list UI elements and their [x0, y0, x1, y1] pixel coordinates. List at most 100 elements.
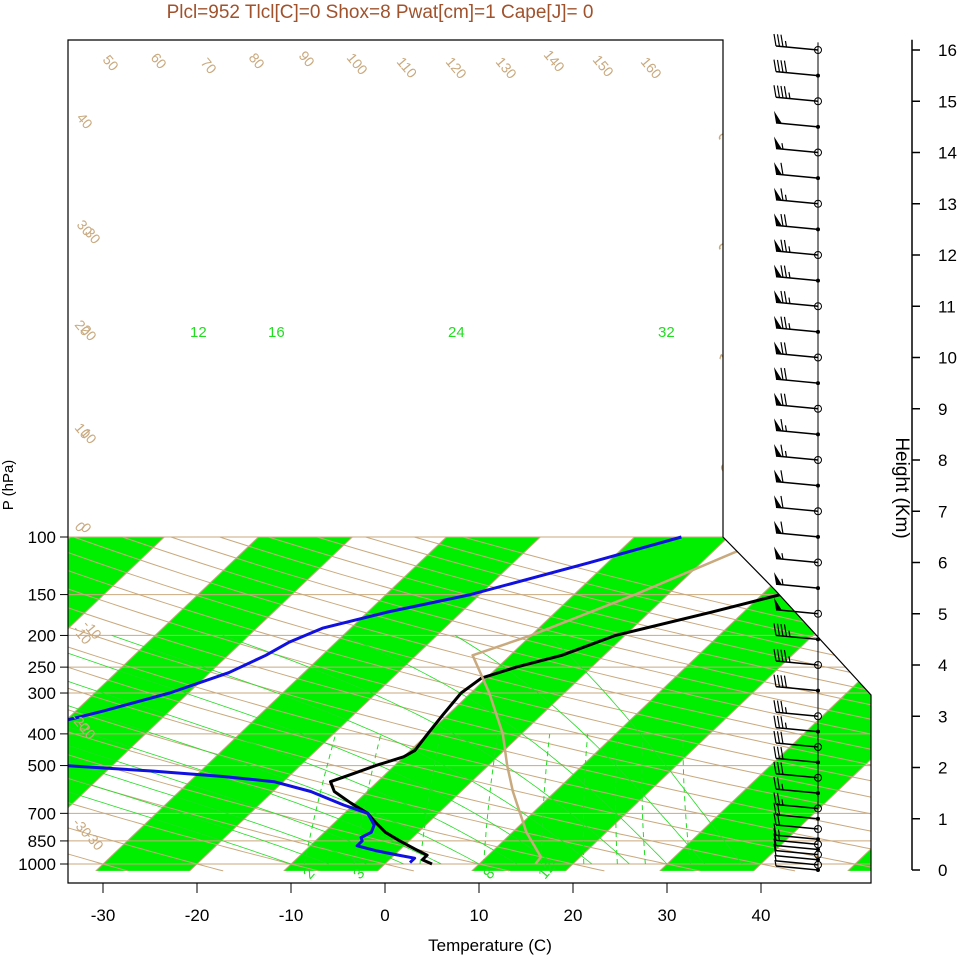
wind-barb: [774, 444, 822, 464]
wind-barb-full: [776, 59, 781, 73]
wind-barb-full: [773, 648, 777, 662]
wind-barb-flag: [774, 341, 782, 355]
wind-barb-shaft: [775, 352, 819, 359]
wind-barb-full: [783, 393, 788, 406]
wind-barb-shaft: [775, 803, 819, 810]
wind-barb-full: [783, 675, 788, 688]
x-tick-label: 40: [752, 906, 771, 925]
wind-barb-flag: [774, 444, 782, 457]
temperature-line: [329, 535, 871, 866]
wind-barb-full: [783, 214, 788, 227]
wind-barb-shaft: [775, 96, 819, 102]
y-tick-label: 500: [28, 757, 56, 776]
wind-barb-shaft: [775, 634, 819, 641]
wind-barb: [774, 495, 822, 516]
wind-level-dot: [816, 124, 820, 129]
isotherm-line: [68, 536, 353, 872]
wind-barb-full: [783, 86, 788, 99]
wind-barb-shaft: [775, 865, 819, 871]
wind-barb-half: [788, 297, 791, 304]
wind-barb-full: [773, 802, 777, 815]
wind-barb: [773, 715, 820, 734]
wind-barb: [774, 239, 822, 259]
wind-barb-shaft: [775, 834, 819, 840]
wind-level-ring: [814, 743, 822, 751]
wind-barb-half: [781, 783, 784, 790]
wind-barb-full: [773, 85, 777, 98]
wind-barb-full: [780, 675, 784, 688]
wind-barb-shaft: [775, 480, 819, 487]
moist-adiabat-line: [68, 682, 367, 865]
wind-barb-half: [788, 246, 791, 253]
y-tick-label: 150: [28, 586, 56, 605]
wind-barb-full: [773, 715, 777, 728]
wind-barb-half: [774, 854, 777, 861]
wind-barb: [774, 162, 820, 181]
isotherm-edge-label: 10: [715, 342, 745, 372]
dry-adiabat-line: [68, 536, 796, 872]
wind-barb-shaft: [775, 275, 819, 282]
wind-barb-full: [780, 85, 784, 99]
wind-barb-shaft: [775, 839, 819, 846]
dry-adiabat-label: 50: [100, 52, 122, 74]
dry-adiabat-line: [219, 536, 871, 872]
wind-level-dot: [816, 729, 820, 734]
wind-barb-flag: [774, 187, 782, 201]
wind-level-ring: [814, 353, 822, 362]
wind-level-ring: [814, 456, 822, 464]
wind-barb: [774, 264, 820, 283]
wind-barb-flag: [774, 162, 782, 175]
wind-barb-full: [783, 649, 788, 663]
x-tick-label: -10: [279, 906, 304, 925]
x-tick-label: 20: [564, 906, 583, 925]
wind-barb-full: [773, 823, 777, 836]
wind-level-ring: [814, 609, 822, 618]
wind-level-dot: [816, 637, 820, 642]
temperature-band: [283, 537, 729, 871]
wind-barb-full: [773, 674, 777, 687]
wind-level-ring: [814, 148, 822, 157]
isotherm-line: [95, 536, 447, 872]
wind-barb-shaft: [775, 250, 819, 256]
wind-barb-shaft: [775, 327, 819, 333]
dry-adiabat-line: [68, 536, 871, 872]
wind-level-dot: [816, 329, 820, 334]
x-tick-label: -20: [185, 906, 210, 925]
wind-level-dot: [816, 176, 820, 181]
wind-barb-full: [773, 700, 777, 713]
wind-level-dot: [816, 857, 820, 862]
wind-barb-full: [780, 716, 784, 729]
wind-barb-full: [780, 265, 784, 278]
wind-barb-flag: [774, 264, 782, 278]
wind-barb: [774, 597, 822, 618]
height-tick-label: 10: [938, 349, 957, 368]
height-tick-label: 0: [938, 861, 947, 880]
height-tick-label: 2: [938, 759, 947, 778]
wind-barb-full: [783, 239, 788, 253]
dry-adiabat-label: 80: [246, 50, 268, 72]
wind-barb: [774, 367, 820, 386]
wind-barb: [773, 761, 822, 782]
wind-barb: [773, 777, 820, 796]
wind-barb-full: [780, 700, 784, 714]
wind-barb-shaft: [775, 814, 819, 820]
wind-barb-shaft: [775, 860, 819, 866]
wind-barb-shaft: [775, 742, 819, 748]
wind-level-ring: [814, 507, 822, 516]
wind-barb-full: [780, 623, 784, 637]
wind-barb-half: [781, 553, 784, 560]
dry-adiabat-label: 40: [74, 110, 96, 132]
moist-adiabat-line: [68, 635, 517, 865]
wind-level-ring: [814, 46, 822, 54]
y-tick-label: 300: [28, 684, 56, 703]
wind-barb-half: [781, 578, 784, 585]
dry-adiabat-line: [68, 536, 871, 872]
wind-barb-full: [780, 60, 784, 73]
wind-barb-flag: [774, 418, 782, 431]
temperature-band: [659, 537, 871, 871]
wind-barb-shaft: [775, 429, 819, 436]
wind-level-ring: [814, 558, 822, 567]
isotherm-line: [377, 536, 729, 872]
moist-adiabat-line: [342, 635, 668, 865]
